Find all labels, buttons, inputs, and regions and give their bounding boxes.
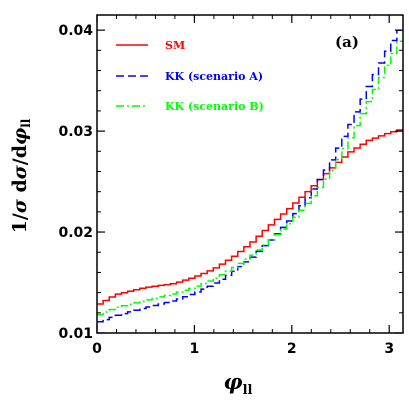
- y-axis-title: 1/σ dσ/dφll: [9, 118, 33, 233]
- series-line-1: [97, 129, 403, 305]
- y-tick-label: 0.02: [58, 225, 93, 241]
- y-tick-label: 0.04: [58, 23, 93, 39]
- legend-entry: SM: [116, 39, 185, 52]
- legend-label: KK (scenario A): [165, 70, 263, 83]
- y-tick-label: 0.03: [58, 124, 93, 140]
- x-tick-label: 1: [190, 341, 200, 357]
- x-tick-label: 2: [287, 341, 297, 357]
- legend-entry: KK (scenario A): [116, 70, 263, 83]
- legend-label: KK (scenario B): [165, 100, 264, 113]
- tick-labels: 0 1 2 3 0.01 0.02 0.03 0.04: [58, 23, 394, 357]
- panel-label: (a): [335, 33, 359, 51]
- plot-frame: [96, 14, 404, 334]
- axis-ticks: [96, 15, 403, 334]
- series-line-3: [97, 40, 403, 316]
- legend-entry: KK (scenario B): [116, 100, 264, 113]
- legend: SM KK (scenario A) KK (scenario B): [116, 39, 264, 113]
- legend-label: SM: [165, 39, 185, 52]
- x-tick-label: 0: [92, 341, 102, 357]
- y-tick-label: 0.01: [58, 326, 93, 342]
- series-line-2: [97, 29, 403, 323]
- svg-text:1/σ dσ/dφll: 1/σ dσ/dφll: [9, 118, 33, 233]
- x-tick-label: 3: [384, 341, 394, 357]
- plot-area: [97, 29, 403, 323]
- x-axis-title: φll: [224, 369, 253, 398]
